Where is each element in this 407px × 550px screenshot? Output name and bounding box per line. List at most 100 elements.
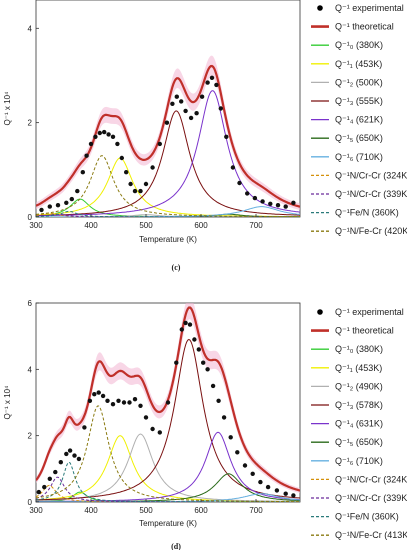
experimental-point [196,347,201,352]
experimental-point [199,94,205,99]
experimental-point [121,400,127,405]
experimental-point [210,383,216,389]
experimental-point [143,181,149,187]
experimental-point [283,204,288,209]
experimental-point [183,108,188,114]
experimental-point [39,207,44,213]
experimental-point [150,426,155,432]
experimental-point [150,165,155,170]
x-tick-label: 700 [249,506,263,515]
experimental-point [69,196,75,202]
experimental-point [174,94,179,99]
x-tick-label: 400 [84,221,98,230]
experimental-point [183,320,188,326]
experimental-point [192,337,197,342]
experimental-point [132,188,138,194]
experimental-point [72,453,77,458]
theoretical-curve [36,64,300,208]
experimental-point [228,435,233,440]
chart-panel-d: 300 400 500 600 700 0 2 4 6 Temperature (K) Q⁻¹ x … [3,299,407,550]
legend-entry: Q⁻¹₆ (710K) [335,456,383,466]
component-curve-9 [36,461,300,502]
experimental-point [179,327,184,332]
experimental-point [252,195,258,201]
y-tick-label: 4 [28,365,33,374]
experimental-point [124,170,129,175]
x-axis-label: Temperature (K) [139,519,197,528]
legend-entry: Q⁻¹N/Cr-Cr (339K) [335,493,407,503]
experimental-point [138,188,143,194]
x-tick-label: 600 [194,221,208,230]
experimental-point [170,101,175,107]
experimental-point [128,181,133,187]
experimental-point [132,397,138,402]
experimental-point [87,398,93,403]
experimental-point [205,367,210,372]
experimental-point [97,130,103,136]
experimental-point [291,200,296,205]
x-tick-label: 500 [139,506,153,515]
x-axis-label: Temperature (K) [139,235,197,244]
experimental-point [230,165,236,170]
legend: Q⁻¹ experimental Q⁻¹ theoretical Q⁻¹₀ (380… [311,307,407,540]
experimental-point [164,120,170,125]
experimental-point [106,132,111,137]
legend-marker [317,309,323,315]
legend-entry: Q⁻¹N/Fe-Cr (420K) [335,226,407,236]
x-tick-label: 300 [29,221,43,230]
experimental-point [58,460,63,465]
legend-entry: Q⁻¹₄ (621K) [335,115,383,125]
experimental-point [174,360,179,365]
experimental-point [209,75,215,81]
y-tick-label: 2 [28,432,33,441]
experimental-point [242,463,248,468]
legend: Q⁻¹ experimental Q⁻¹ theoretical Q⁻¹₀ (380… [311,3,407,236]
experimental-point [67,448,73,453]
experimental-point [64,200,69,205]
experimental-point [188,115,194,121]
x-tick-label: 300 [29,506,43,515]
legend-entry: Q⁻¹₅ (650K) [335,133,383,143]
x-tick-label: 400 [84,506,98,515]
legend-entry: Q⁻¹₃ (555K) [335,96,383,106]
experimental-point [214,82,219,88]
legend-entry: Q⁻¹₆ (710K) [335,152,383,162]
experimental-point [110,402,116,407]
y-tick-label: 4 [28,24,33,33]
experimental-point [216,398,221,403]
legend-entry: Q⁻¹N/Cr-Cr (324K) [335,170,407,180]
legend-entry: Q⁻¹₂ (490K) [335,381,383,391]
x-tick-label: 500 [139,221,153,230]
experimental-point [221,415,227,420]
experimental-point [53,469,58,475]
experimental-point [143,415,149,420]
experimental-point [275,203,281,208]
experimental-point [201,360,206,365]
experimental-point [47,204,52,209]
y-axis-label: Q⁻¹ x 10⁴ [3,385,12,419]
legend-entry: Q⁻¹Fe/N (360K) [335,208,399,218]
y-tick-label: 2 [28,119,33,128]
experimental-point [88,141,94,147]
legend-entry: Q⁻¹ experimental [335,3,404,13]
y-tick-label: 6 [28,299,33,308]
chart-panel-c: 300 400 500 600 700 0 2 4 Temperature (K) Q⁻¹ x 1… [3,0,407,272]
experimental-point [157,430,162,435]
experimental-point [265,484,271,490]
component-curve-3 [36,338,300,501]
experimental-point [235,450,240,455]
legend-entry: Q⁻¹₅ (650K) [335,437,383,447]
experimental-point [36,489,41,495]
legend-entry: Q⁻¹₃ (578K) [335,400,383,410]
experimental-point [75,188,80,194]
experimental-point [116,398,121,403]
x-tick-label: 600 [194,506,208,515]
component-curve-4 [36,431,300,502]
experimental-point [64,451,69,457]
experimental-point [258,479,263,485]
experimental-point [102,129,107,135]
theoretical-curve [36,306,300,492]
experimental-point [179,99,184,104]
experimental-point [47,476,52,481]
